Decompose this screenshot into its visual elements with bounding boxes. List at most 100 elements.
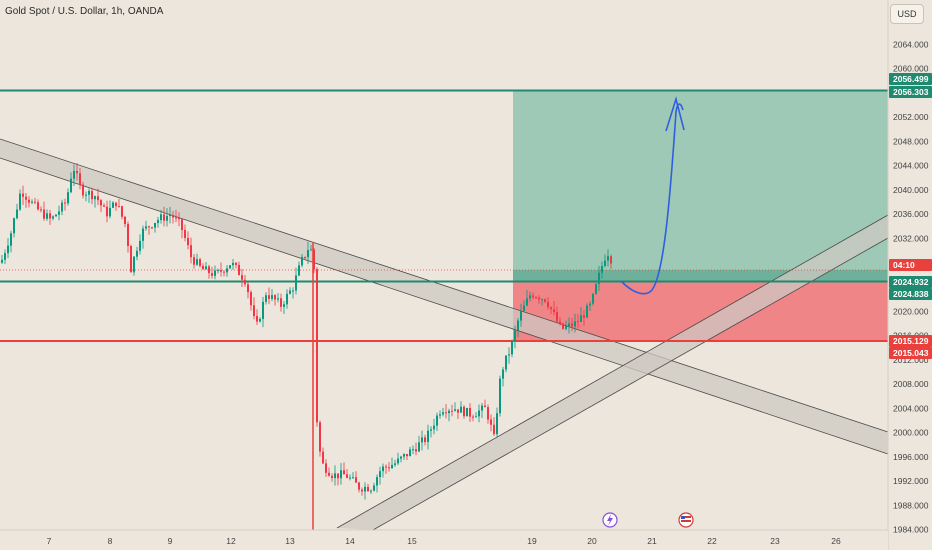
candle-body	[163, 214, 165, 221]
candle-body	[532, 295, 534, 298]
candle-body	[457, 409, 459, 413]
candle-body	[64, 202, 66, 204]
candle-body	[511, 341, 513, 355]
candle-body	[97, 196, 99, 201]
candle-body	[517, 320, 519, 331]
price-tick-label: 2060.000	[893, 64, 929, 74]
candle-body	[577, 321, 579, 323]
candle-body	[34, 201, 36, 203]
price-tag-bg	[889, 335, 932, 347]
candle-body	[172, 215, 174, 218]
candle-body	[76, 170, 78, 174]
price-tick-label: 2048.000	[893, 136, 929, 146]
candle-body	[388, 467, 390, 469]
candle-body	[415, 449, 417, 452]
candle-body	[607, 256, 609, 261]
candle-body	[544, 299, 546, 302]
candle-body	[103, 205, 105, 207]
candle-body	[190, 245, 192, 258]
candle-body	[244, 279, 246, 285]
candle-body	[292, 290, 294, 292]
candle-body	[478, 410, 480, 417]
candle-body	[223, 271, 225, 273]
candle-body	[277, 298, 279, 300]
candle-body	[529, 295, 531, 299]
candle-body	[121, 206, 123, 217]
candle-body	[115, 202, 117, 207]
ascending-channel-upper	[372, 237, 889, 531]
candle-body	[19, 193, 21, 210]
candle-body	[484, 405, 486, 408]
candle-body	[475, 416, 477, 418]
candle-body	[238, 264, 240, 276]
candle-body	[439, 414, 441, 416]
price-tick-label: 1988.000	[893, 500, 929, 510]
candle-body	[505, 355, 507, 370]
candle-body	[265, 295, 267, 302]
candle-body	[193, 257, 195, 265]
price-tag-bg	[889, 276, 932, 288]
candle-body	[118, 206, 120, 208]
candle-body	[403, 453, 405, 457]
candle-body	[109, 207, 111, 217]
candle-body	[283, 304, 285, 307]
candle-body	[385, 466, 387, 468]
candle-body	[211, 273, 213, 276]
price-tag: 04:10	[889, 259, 932, 271]
time-tick-label: 7	[47, 536, 52, 546]
candle-body	[187, 237, 189, 246]
candle-body	[280, 298, 282, 307]
candle-body	[313, 249, 315, 270]
candle-body	[10, 233, 12, 246]
candle-body	[580, 315, 582, 322]
time-tick-label: 8	[108, 536, 113, 546]
candle-body	[373, 485, 375, 491]
candle-body	[232, 262, 234, 266]
candle-body	[37, 202, 39, 210]
candle-body	[178, 217, 180, 220]
candle-body	[574, 321, 576, 327]
candle-body	[94, 196, 96, 200]
candle-body	[487, 407, 489, 420]
candle-body	[52, 216, 54, 219]
candle-body	[25, 196, 27, 200]
candle-body	[151, 227, 153, 229]
time-tick-label: 13	[285, 536, 295, 546]
candle-body	[202, 265, 204, 270]
candle-body	[400, 456, 402, 459]
currency-button[interactable]: USD	[890, 4, 924, 24]
candle-body	[466, 407, 468, 417]
candle-body	[196, 259, 198, 265]
candle-body	[199, 259, 201, 266]
candle-body	[382, 466, 384, 472]
candle-body	[328, 472, 330, 476]
candle-body	[289, 290, 291, 294]
descending-channel-upper	[0, 138, 889, 433]
candle-body	[4, 253, 6, 260]
candle-body	[112, 202, 114, 208]
price-tag: 2056.499	[889, 73, 932, 85]
candle-body	[133, 256, 135, 273]
candle-body	[286, 293, 288, 305]
candle-body	[79, 173, 81, 185]
candle-body	[556, 312, 558, 322]
price-tag-bg	[889, 259, 932, 271]
candle-body	[463, 406, 465, 417]
candle-body	[247, 284, 249, 293]
price-tick-label: 2000.000	[893, 428, 929, 438]
candle-body	[259, 318, 261, 322]
candle-body	[343, 470, 345, 475]
price-tag: 2056.303	[889, 86, 932, 98]
candle-body	[418, 442, 420, 452]
candle-body	[352, 477, 354, 479]
candle-body	[82, 184, 84, 196]
candle-body	[565, 326, 567, 329]
candle-body	[226, 268, 228, 273]
price-tag-label: 2024.838	[893, 289, 929, 299]
time-tick-label: 21	[647, 536, 657, 546]
candle-body	[253, 305, 255, 317]
candle-body	[355, 477, 357, 483]
descending-channel-fill	[0, 139, 888, 454]
